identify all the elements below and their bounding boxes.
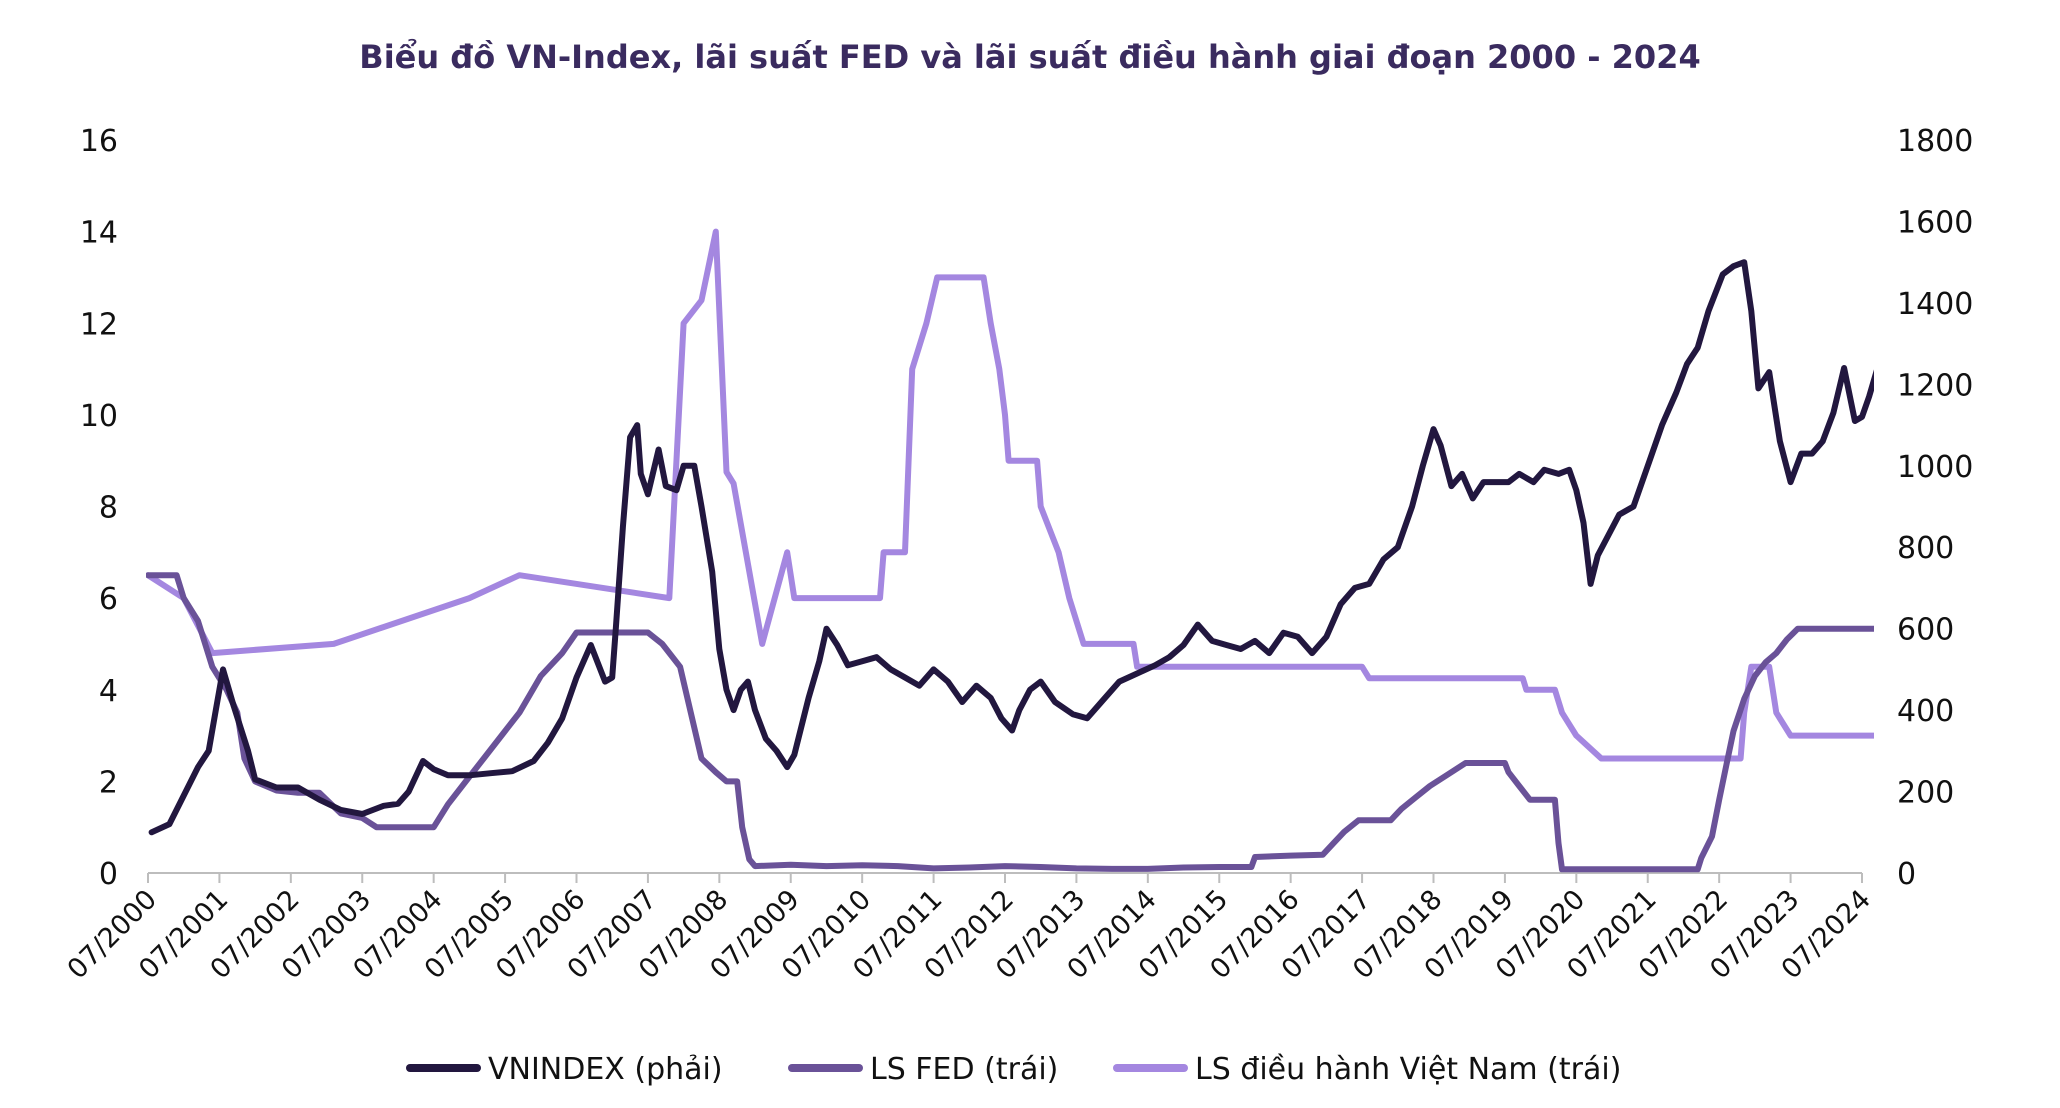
- right-tick-label: 1600: [1897, 205, 1973, 240]
- legend-label: LS FED (trái): [870, 1052, 1058, 1087]
- right-tick-label: 200: [1897, 776, 1954, 811]
- series-line: [146, 228, 1874, 762]
- right-tick-label: 1200: [1897, 368, 1973, 403]
- series-line: [148, 259, 1874, 836]
- left-tick-label: 0: [99, 857, 118, 892]
- right-tick-label: 1800: [1897, 124, 1973, 159]
- right-tick-label: 600: [1897, 613, 1954, 648]
- series-line: [146, 572, 1874, 873]
- left-tick-label: 2: [99, 765, 118, 800]
- left-tick-label: 14: [80, 216, 118, 251]
- series-layer: [146, 228, 1874, 873]
- legend: VNINDEX (phải) LS FED (trái) LS điều hành …: [406, 1052, 1621, 1087]
- left-tick-label: 12: [80, 307, 118, 342]
- right-tick-label: 400: [1897, 694, 1954, 729]
- right-tick-label: 800: [1897, 531, 1954, 566]
- left-tick-label: 8: [99, 491, 118, 526]
- right-axis-ticks: 0 200 400 600 800 1000 1200 1400 1600 1800: [1897, 124, 1973, 892]
- left-axis-ticks: 0 2 4 6 8 10 12 14 16: [80, 124, 118, 892]
- left-tick-label: 6: [99, 582, 118, 617]
- right-tick-label: 0: [1897, 857, 1916, 892]
- left-tick-label: 16: [80, 124, 118, 159]
- legend-label: LS điều hành Việt Nam (trái): [1195, 1052, 1621, 1087]
- right-tick-label: 1400: [1897, 287, 1973, 322]
- x-axis: 07/200007/200107/200207/200307/200407/20…: [62, 872, 1877, 985]
- chart-title: Biểu đồ VN-Index, lãi suất FED và lãi su…: [359, 38, 1701, 76]
- legend-label: VNINDEX (phải): [488, 1052, 723, 1087]
- right-tick-label: 1000: [1897, 450, 1973, 485]
- left-tick-label: 4: [99, 674, 118, 709]
- left-tick-label: 10: [80, 399, 118, 434]
